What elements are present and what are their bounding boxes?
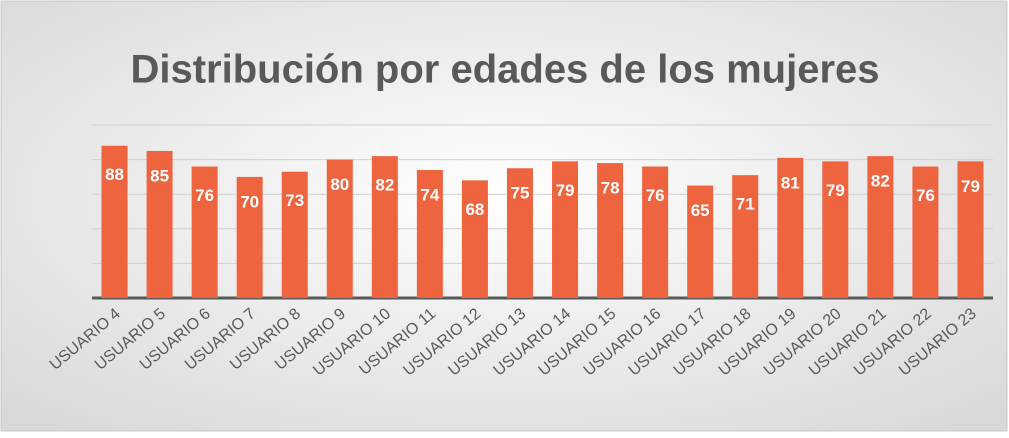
chart-title: Distribución por edades de los mujeres <box>130 48 879 92</box>
bar <box>101 145 128 298</box>
bar <box>461 180 488 298</box>
bar <box>597 163 624 298</box>
data-label: 79 <box>961 177 980 196</box>
data-label: 85 <box>150 166 169 185</box>
bar <box>236 176 263 298</box>
bar <box>642 166 669 298</box>
bar <box>146 150 173 298</box>
bar <box>687 185 714 298</box>
bar <box>777 157 804 298</box>
bar <box>506 168 533 298</box>
bar <box>371 156 398 298</box>
data-label: 82 <box>871 172 890 191</box>
data-label: 79 <box>556 181 575 200</box>
data-label: 76 <box>195 186 214 205</box>
data-label: 76 <box>646 186 665 205</box>
data-label: 71 <box>736 195 755 214</box>
bar <box>326 159 353 298</box>
bar <box>867 156 894 298</box>
bar <box>912 166 939 298</box>
data-label: 68 <box>465 200 484 219</box>
bar <box>191 166 218 298</box>
data-label: 74 <box>420 185 439 204</box>
bar <box>281 171 308 298</box>
bar <box>416 169 443 298</box>
data-label: 65 <box>691 201 710 220</box>
data-label: 82 <box>375 176 394 195</box>
data-label: 81 <box>781 173 800 192</box>
bar <box>552 161 579 298</box>
data-label: 80 <box>330 175 349 194</box>
data-label: 88 <box>105 165 124 184</box>
data-label: 75 <box>511 184 530 203</box>
data-label: 79 <box>826 181 845 200</box>
data-label: 70 <box>240 192 259 211</box>
data-label: 78 <box>601 179 620 198</box>
bar <box>822 161 849 298</box>
bar <box>957 161 984 298</box>
data-label: 76 <box>916 186 935 205</box>
data-label: 73 <box>285 191 304 210</box>
bar <box>732 175 759 298</box>
